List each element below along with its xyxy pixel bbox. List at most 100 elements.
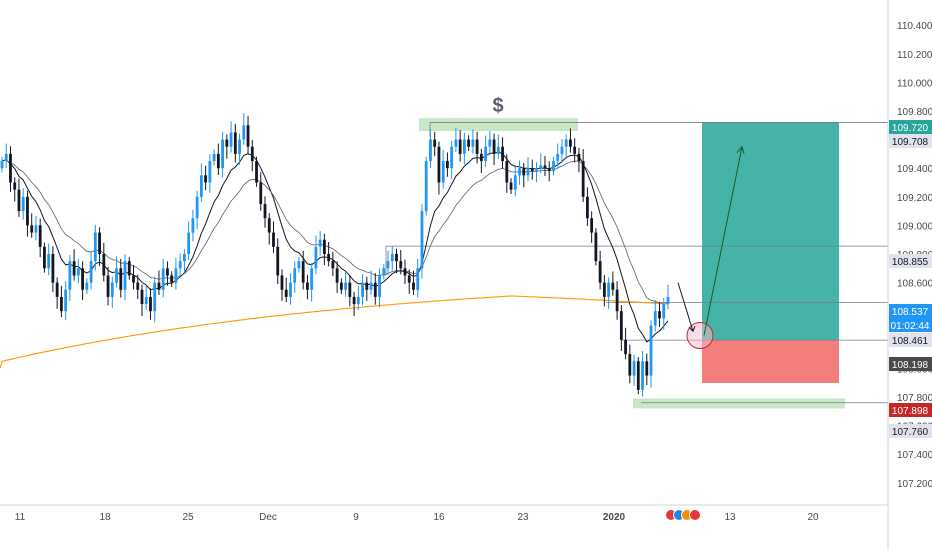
candle[interactable]	[586, 196, 589, 219]
candle[interactable]	[501, 146, 504, 162]
candle[interactable]	[492, 139, 496, 154]
candle[interactable]	[437, 146, 441, 183]
supply-zone[interactable]	[419, 118, 578, 131]
candle[interactable]	[666, 296, 670, 305]
candle[interactable]	[255, 161, 258, 183]
candle[interactable]	[539, 165, 543, 169]
candle[interactable]	[102, 254, 106, 276]
candle[interactable]	[390, 254, 394, 262]
candle[interactable]	[471, 139, 475, 147]
candle[interactable]	[51, 254, 55, 283]
candle[interactable]	[607, 282, 611, 297]
candle[interactable]	[602, 282, 606, 297]
candle[interactable]	[76, 268, 80, 276]
candle[interactable]	[369, 282, 373, 290]
candle[interactable]	[475, 139, 479, 154]
candle[interactable]	[4, 153, 8, 162]
candle[interactable]	[289, 282, 292, 297]
candle[interactable]	[615, 289, 619, 312]
candle[interactable]	[335, 268, 339, 283]
candle[interactable]	[488, 139, 492, 147]
candle[interactable]	[636, 361, 640, 390]
candle[interactable]	[221, 139, 224, 169]
candle[interactable]	[161, 268, 165, 290]
candle[interactable]	[0, 161, 4, 169]
pullback-arrow[interactable]	[677, 282, 694, 332]
candle[interactable]	[352, 296, 356, 305]
candle[interactable]	[21, 196, 25, 212]
candle[interactable]	[594, 232, 598, 262]
candle[interactable]	[412, 282, 415, 290]
candle[interactable]	[26, 196, 29, 226]
candle[interactable]	[212, 153, 216, 162]
time-axis[interactable]: 11 18 25 Dec 9 16 23 2020 13 20	[15, 512, 819, 523]
candle[interactable]	[649, 325, 653, 376]
candle[interactable]	[598, 261, 602, 283]
candle[interactable]	[653, 311, 657, 326]
candle[interactable]	[9, 153, 12, 183]
candle[interactable]	[174, 268, 178, 283]
candle[interactable]	[632, 361, 636, 376]
candle[interactable]	[564, 139, 568, 147]
target-zone[interactable]	[702, 122, 839, 341]
candle[interactable]	[204, 175, 208, 183]
candle[interactable]	[30, 225, 34, 233]
candle[interactable]	[216, 153, 220, 169]
candle[interactable]	[386, 261, 390, 269]
candle[interactable]	[293, 268, 297, 283]
candle[interactable]	[327, 254, 331, 262]
candle[interactable]	[373, 282, 377, 297]
candle[interactable]	[81, 268, 84, 290]
candle[interactable]	[573, 146, 577, 154]
candle[interactable]	[64, 289, 68, 312]
candle[interactable]	[195, 196, 199, 219]
candle[interactable]	[395, 254, 398, 262]
candle[interactable]	[450, 146, 454, 169]
candle[interactable]	[310, 268, 314, 290]
candle[interactable]	[140, 289, 144, 305]
candle[interactable]	[157, 282, 161, 290]
candle[interactable]	[662, 304, 666, 319]
candle[interactable]	[136, 282, 140, 290]
candle[interactable]	[47, 254, 51, 269]
candle[interactable]	[518, 168, 521, 176]
demand-zone[interactable]	[633, 398, 845, 409]
candle[interactable]	[611, 282, 615, 290]
candle[interactable]	[429, 139, 432, 162]
candle[interactable]	[43, 246, 46, 269]
candle[interactable]	[166, 268, 169, 276]
candle[interactable]	[233, 132, 237, 154]
candle[interactable]	[361, 282, 364, 297]
candle[interactable]	[149, 296, 152, 312]
candle[interactable]	[344, 282, 348, 290]
candle[interactable]	[458, 139, 462, 154]
candle[interactable]	[590, 218, 594, 233]
candle[interactable]	[484, 146, 487, 162]
candle[interactable]	[535, 168, 538, 172]
candle[interactable]	[416, 268, 420, 290]
candle[interactable]	[522, 168, 526, 176]
candle[interactable]	[72, 261, 76, 276]
candle[interactable]	[225, 139, 229, 147]
candle[interactable]	[110, 282, 114, 297]
candle[interactable]	[339, 282, 343, 290]
candle[interactable]	[365, 282, 369, 290]
candle[interactable]	[509, 182, 513, 190]
candle[interactable]	[13, 182, 17, 190]
target-arrow[interactable]	[703, 146, 743, 336]
candle[interactable]	[619, 311, 623, 340]
candle[interactable]	[106, 275, 110, 297]
candle[interactable]	[276, 246, 280, 276]
flag-icon[interactable]	[689, 509, 701, 521]
candle[interactable]	[178, 261, 182, 269]
candle[interactable]	[267, 218, 271, 233]
entry-circle[interactable]	[686, 322, 714, 350]
candle[interactable]	[645, 361, 649, 376]
candle[interactable]	[356, 296, 360, 305]
candle[interactable]	[153, 282, 157, 312]
candle[interactable]	[127, 261, 131, 276]
candle[interactable]	[543, 165, 547, 169]
candle[interactable]	[85, 282, 89, 290]
candle[interactable]	[229, 132, 233, 147]
candle[interactable]	[658, 311, 661, 319]
